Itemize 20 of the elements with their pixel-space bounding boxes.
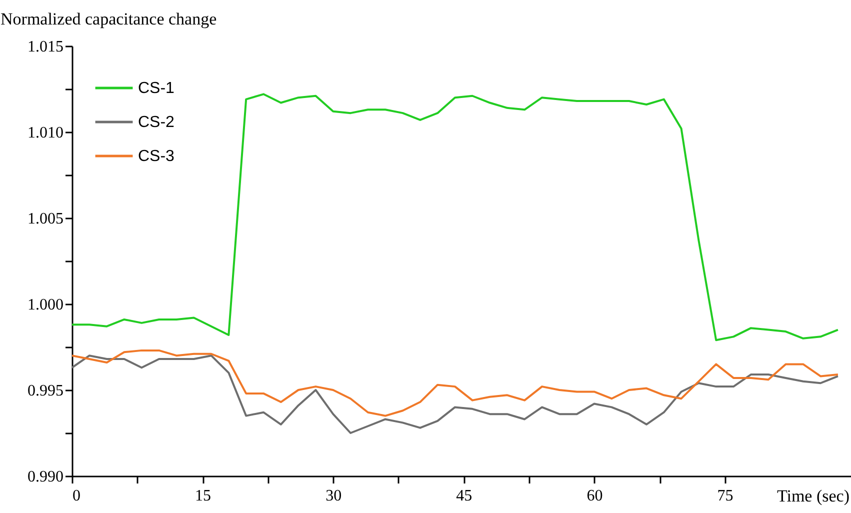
x-tick-label: 0 — [72, 488, 80, 504]
y-tick-label: 1.010 — [28, 124, 64, 142]
x-axis-title: Time (sec) — [776, 486, 850, 506]
x-tick-label: 30 — [326, 488, 342, 504]
x-tick-label: 75 — [717, 488, 734, 504]
legend-label: CS-3 — [138, 148, 175, 165]
legend-label: CS-2 — [138, 114, 175, 131]
x-tick-label: 45 — [456, 488, 472, 504]
line-series — [72, 349, 839, 417]
legend-label: CS-1 — [138, 80, 175, 97]
y-tick-label: 1.000 — [28, 296, 64, 314]
y-axis-title: Normalized capacitance change — [0, 10, 217, 28]
y-tick-label: 1.015 — [28, 38, 64, 56]
y-tick-label: 1.005 — [28, 210, 64, 228]
x-tick-label: 60 — [586, 488, 603, 504]
x-tick-label: 15 — [195, 488, 212, 504]
line-series — [72, 93, 839, 342]
y-tick-label: 0.995 — [28, 382, 64, 400]
line-series — [72, 354, 839, 434]
y-tick-label: 0.990 — [28, 468, 64, 486]
